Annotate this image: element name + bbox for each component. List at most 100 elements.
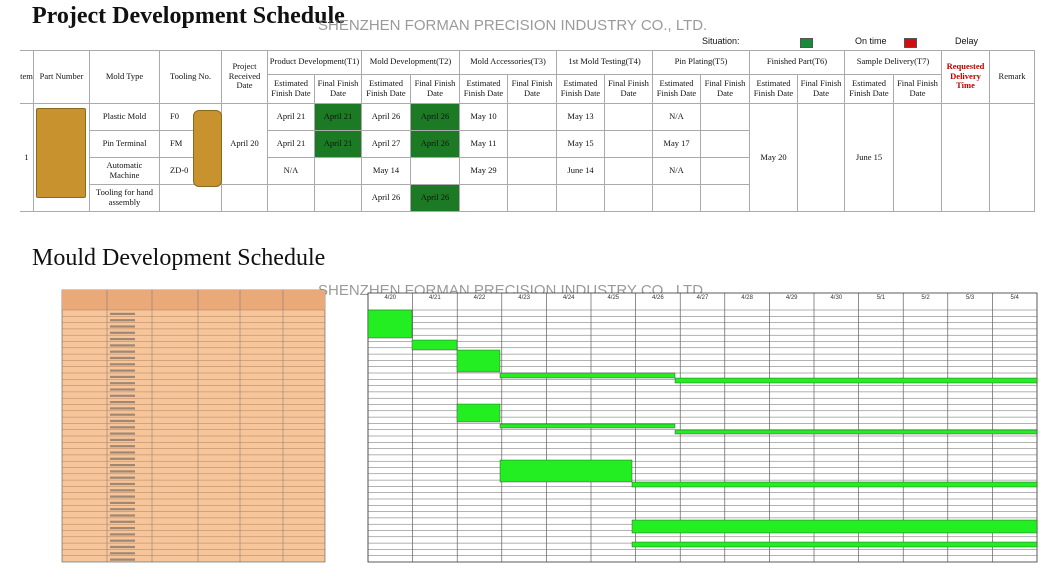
item-cell: 1: [20, 104, 34, 212]
tooling-cell: [160, 185, 222, 212]
panel-text: [110, 369, 135, 372]
date-cell: [508, 158, 557, 185]
gantt-bar: [631, 519, 1038, 534]
situation-label: Situation:: [702, 36, 740, 46]
panel-text: [110, 401, 135, 404]
date-cell: [508, 131, 557, 158]
sub-header: Final Finish Date: [894, 75, 942, 104]
panel-text: [110, 413, 135, 416]
date-cell: May 14: [362, 158, 411, 185]
sub-header: Estimated Finish Date: [460, 75, 508, 104]
panel-text: [110, 552, 135, 555]
panel-text: [110, 319, 135, 322]
sub-header: Estimated Finish Date: [557, 75, 605, 104]
date-cell: [411, 158, 460, 185]
panel-text: [110, 426, 135, 429]
date-cell: April 26: [362, 185, 411, 212]
panel-text: [110, 527, 135, 530]
panel-text: [110, 331, 135, 334]
panel-text: [110, 438, 135, 441]
date-cell: [508, 185, 557, 212]
date-cell: [508, 104, 557, 131]
date-cell: [460, 185, 508, 212]
panel-text: [110, 407, 135, 410]
gantt-date: 4/27: [697, 295, 709, 301]
date-cell: [605, 131, 653, 158]
date-cell: [557, 185, 605, 212]
date-cell: June 14: [557, 158, 605, 185]
schedule-table: tem Part Number Mold Type Tooling No. Projec…: [0, 0, 1059, 230]
table-border: [20, 50, 1035, 51]
group-header: Product Development(T1): [268, 50, 362, 75]
received-cell: April 20: [222, 104, 268, 185]
date-cell: May 15: [557, 131, 605, 158]
panel-text: [110, 558, 135, 561]
sub-header: Final Finish Date: [798, 75, 845, 104]
sub-header: Estimated Finish Date: [750, 75, 798, 104]
gantt-bar: [499, 423, 676, 429]
column-header: Requested Delivery Time: [942, 50, 990, 104]
mold-type-cell: Automatic Machine: [90, 158, 160, 185]
gantt-bar: [674, 429, 1038, 435]
date-cell: N/A: [653, 158, 701, 185]
mold-type-cell: Plastic Mold: [90, 104, 160, 131]
panel-text: [110, 464, 135, 467]
date-cell: [605, 185, 653, 212]
gantt-date: 4/25: [607, 295, 619, 301]
on-time-swatch: [800, 38, 813, 48]
redaction: [36, 108, 86, 198]
date-cell: April 27: [362, 131, 411, 158]
date-cell: [701, 185, 750, 212]
group-header: Sample Delivery(T7): [845, 50, 942, 75]
task-panel: [61, 289, 326, 563]
panel-text: [110, 451, 135, 454]
sub-header: Estimated Finish Date: [653, 75, 701, 104]
gantt-bar: [499, 459, 633, 483]
gantt-date: 4/23: [518, 295, 530, 301]
group-header: Mold Accessories(T3): [460, 50, 557, 75]
gantt-frame: [367, 292, 1038, 563]
sub-header: Final Finish Date: [411, 75, 460, 104]
sample-cell: June 15: [845, 104, 894, 212]
date-cell: April 21: [315, 104, 362, 131]
date-cell: [701, 104, 750, 131]
mold-type-cell: Tooling for hand assembly: [90, 185, 160, 212]
date-cell: May 17: [653, 131, 701, 158]
gantt-date: 5/3: [966, 295, 975, 301]
panel-text: [110, 482, 135, 486]
gantt-bar: [367, 309, 413, 339]
mold-type-cell: Pin Terminal: [90, 131, 160, 158]
group-header: Mold Development(T2): [362, 50, 460, 75]
gantt-bar: [631, 481, 1038, 488]
date-cell: April 26: [411, 104, 460, 131]
panel-text: [110, 533, 135, 536]
panel-text: [110, 520, 135, 523]
watermark: SHENZHEN FORMAN PRECISION INDUSTRY CO., …: [318, 17, 708, 34]
panel-text: [110, 388, 135, 391]
date-cell: May 29: [460, 158, 508, 185]
gantt-date: 4/26: [652, 295, 664, 301]
panel-text: [110, 363, 135, 366]
panel-text: [110, 419, 135, 423]
sub-header: Estimated Finish Date: [845, 75, 894, 104]
panel-text: [110, 356, 135, 360]
gantt-date: 4/24: [563, 295, 575, 301]
date-cell: April 26: [411, 131, 460, 158]
date-cell: [315, 185, 362, 212]
panel-text: [110, 470, 135, 473]
date-cell: April 21: [268, 104, 315, 131]
gantt-date: 4/22: [474, 295, 486, 301]
gantt-date: 5/4: [1011, 295, 1020, 301]
sub-header: Estimated Finish Date: [362, 75, 411, 104]
date-cell: [653, 185, 701, 212]
panel-text: [110, 312, 135, 315]
gantt-bar: [456, 403, 501, 423]
gantt-bar: [456, 349, 501, 373]
empty-cell: [942, 104, 990, 212]
panel-text: [110, 508, 135, 511]
panel-text: [110, 350, 135, 353]
empty-cell: [222, 185, 268, 212]
date-cell: [315, 158, 362, 185]
part-number-cell: [34, 104, 90, 212]
date-cell: [605, 104, 653, 131]
